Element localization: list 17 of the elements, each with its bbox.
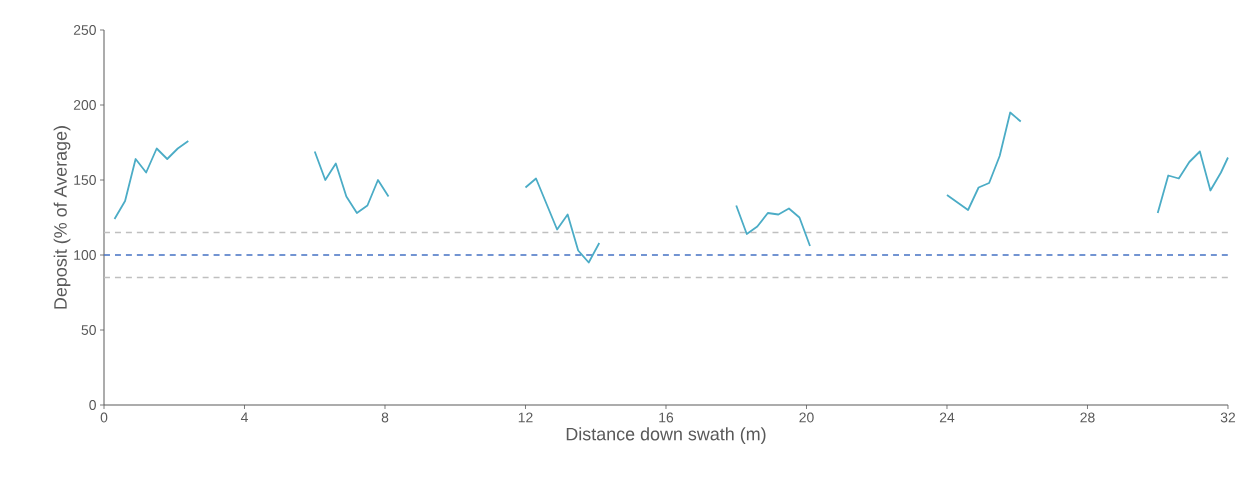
x-tick-label: 24 bbox=[939, 412, 955, 423]
x-tick-label: 16 bbox=[659, 412, 674, 423]
y-tick-label: 50 bbox=[81, 325, 96, 335]
x-tick-label: 32 bbox=[1220, 412, 1236, 423]
y-axis-title: Deposit (% of Average) bbox=[53, 126, 71, 309]
y-tick-label: 200 bbox=[73, 100, 96, 110]
y-tick-label: 150 bbox=[74, 175, 96, 185]
x-tick-label: 4 bbox=[240, 412, 248, 423]
x-tick-label: 28 bbox=[1080, 412, 1095, 423]
x-tick-label: 0 bbox=[100, 412, 108, 423]
x-tick-label: 8 bbox=[381, 412, 389, 423]
x-axis-title: Distance down swath (m) bbox=[566, 427, 766, 444]
y-tick-label: 250 bbox=[73, 25, 96, 35]
y-tick-label: 100 bbox=[74, 250, 96, 260]
x-tick-label: 12 bbox=[518, 412, 533, 423]
y-tick-label: 0 bbox=[89, 400, 96, 410]
x-tick-label: 20 bbox=[799, 412, 814, 423]
